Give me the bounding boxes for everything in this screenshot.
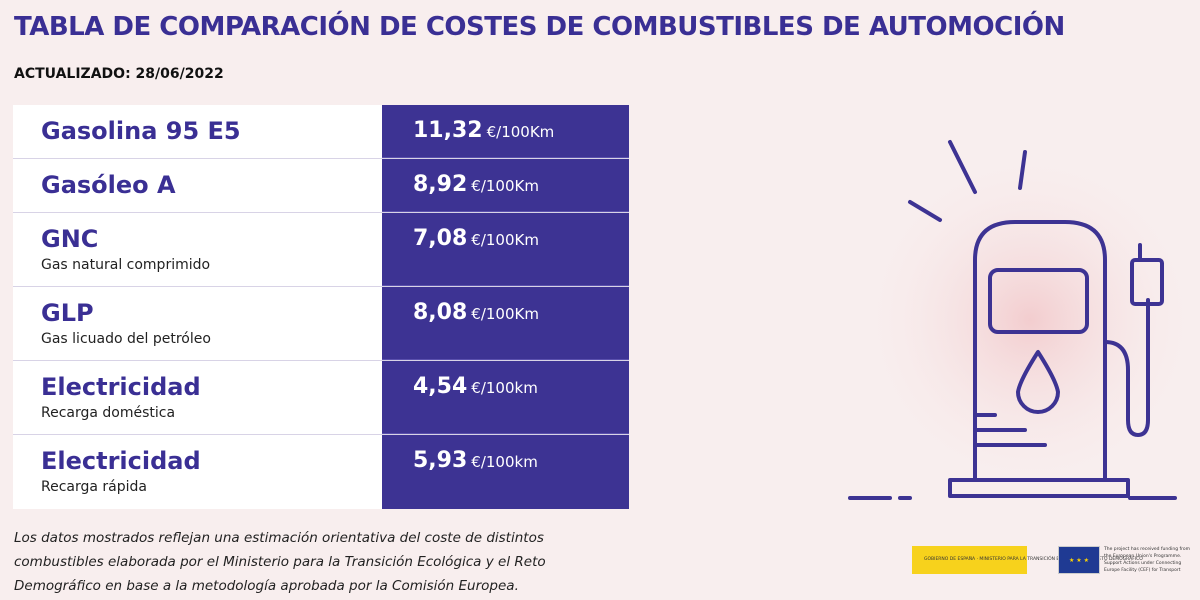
price-unit: €/100km <box>471 453 538 471</box>
table-row: GNC Gas natural comprimido 7,08 €/100Km <box>13 213 629 287</box>
fuel-price: 7,08 <box>413 226 468 251</box>
fuel-price: 5,93 <box>413 448 468 473</box>
table-row: Electricidad Recarga rápida 5,93 €/100km <box>13 435 629 509</box>
page-title: TABLA DE COMPARACIÓN DE COSTES DE COMBUS… <box>14 12 1065 42</box>
fuel-name: Gasóleo A <box>41 171 176 199</box>
fuel-price: 11,32 <box>413 118 483 143</box>
fuel-name: GNC <box>41 225 99 253</box>
fuel-subtitle: Gas licuado del petróleo <box>41 331 211 347</box>
price-unit: €/100Km <box>471 231 539 249</box>
fuel-pump-icon <box>848 140 1190 500</box>
fuel-price: 8,92 <box>413 172 468 197</box>
fuel-subtitle: Recarga doméstica <box>41 405 176 421</box>
updated-date: ACTUALIZADO: 28/06/2022 <box>14 66 224 82</box>
fuel-price: 4,54 <box>413 374 468 399</box>
table-row: Gasolina 95 E5 11,32 €/100Km <box>13 105 629 159</box>
table-row: GLP Gas licuado del petróleo 8,08 €/100Km <box>13 287 629 361</box>
price-unit: €/100Km <box>486 123 555 141</box>
fuel-name: GLP <box>41 299 94 327</box>
fuel-subtitle: Recarga rápida <box>41 479 147 495</box>
eu-funding-text: The project has received funding from th… <box>1104 547 1190 573</box>
spain-government-logo: GOBIERNO DE ESPAÑA · MINISTERIO PARA LA … <box>912 546 1143 574</box>
table-row: Electricidad Recarga doméstica 4,54 €/100… <box>13 361 629 435</box>
fuel-subtitle: Gas natural comprimido <box>41 257 211 273</box>
price-unit: €/100km <box>471 379 538 397</box>
footnote: Los datos mostrados reflejan una estimac… <box>14 530 546 594</box>
fuel-name: Electricidad <box>41 373 201 401</box>
table-row: Gasóleo A 8,92 €/100Km <box>13 159 629 213</box>
fuel-name: Electricidad <box>41 447 201 475</box>
fuel-cost-table: Gasolina 95 E5 11,32 €/100Km Gasóleo A 8,… <box>13 105 629 509</box>
fuel-name: Gasolina 95 E5 <box>41 117 241 145</box>
price-unit: €/100Km <box>471 305 539 323</box>
fuel-price: 8,08 <box>413 300 468 325</box>
price-unit: €/100Km <box>471 177 539 195</box>
spain-government-label: GOBIERNO DE ESPAÑA · MINISTERIO PARA LA … <box>924 557 1143 562</box>
eu-flag-icon: ★ ★ ★ <box>1058 546 1100 574</box>
